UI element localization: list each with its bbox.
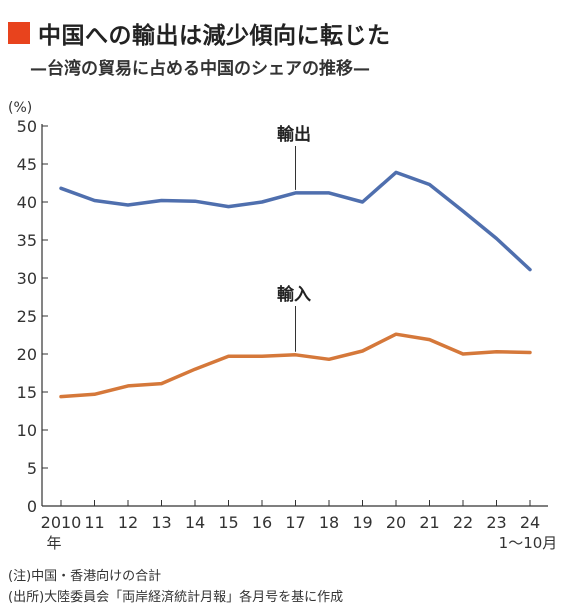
title-marker bbox=[8, 22, 30, 44]
y-axis-label: (%) bbox=[8, 100, 32, 116]
y-tick-label: 35 bbox=[17, 231, 37, 250]
x-tick-label: 14 bbox=[185, 513, 205, 532]
chart-title: 中国への輸出は減少傾向に転じた bbox=[38, 23, 391, 49]
y-tick-label: 25 bbox=[17, 307, 37, 326]
x-tick-label: 16 bbox=[252, 513, 272, 532]
title-row: 中国への輸出は減少傾向に転じた bbox=[8, 16, 391, 50]
y-tick-label: 0 bbox=[27, 497, 37, 516]
y-tick-label: 20 bbox=[17, 345, 37, 364]
x-tick-label: 11 bbox=[84, 513, 104, 532]
y-tick-label: 10 bbox=[17, 421, 37, 440]
chart-subtitle: —台湾の貿易に占める中国のシェアの推移— bbox=[30, 59, 370, 79]
x-sublabel-last: 1〜10月 bbox=[499, 534, 558, 552]
note-1: (注)中国・香港向けの合計 bbox=[8, 569, 162, 584]
x-tick-label: 21 bbox=[419, 513, 439, 532]
x-tick-label: 13 bbox=[151, 513, 171, 532]
x-tick-label: 20 bbox=[386, 513, 406, 532]
y-ticks: 0 5 10 15 20 25 30 35 40 45 50 bbox=[17, 117, 48, 516]
series-line-import bbox=[59, 332, 532, 399]
series-group bbox=[59, 170, 532, 399]
y-tick-label: 45 bbox=[17, 155, 37, 174]
x-tick-label: 15 bbox=[218, 513, 238, 532]
series-line-export bbox=[59, 170, 532, 272]
label-export: 輸出 bbox=[277, 124, 311, 145]
x-tick-label: 19 bbox=[352, 513, 372, 532]
x-tick-label: 23 bbox=[486, 513, 506, 532]
x-tick-label: 22 bbox=[453, 513, 473, 532]
note-2: (出所)大陸委員会「両岸経済統計月報」各月号を基に作成 bbox=[8, 590, 344, 605]
y-tick-label: 50 bbox=[17, 117, 37, 136]
y-tick-label: 30 bbox=[17, 269, 37, 288]
x-tick-label: 17 bbox=[285, 513, 305, 532]
y-tick-label: 40 bbox=[17, 193, 37, 212]
label-import: 輸入 bbox=[277, 284, 311, 305]
y-tick-label: 5 bbox=[27, 459, 37, 478]
x-ticks: 2010 11 12 13 14 15 16 17 18 19 20 21 22 23 24 年 1〜10月 bbox=[41, 500, 558, 552]
x-tick-label: 2010 bbox=[41, 513, 82, 532]
x-tick-label: 18 bbox=[319, 513, 339, 532]
x-tick-label: 12 bbox=[118, 513, 138, 532]
axes bbox=[41, 124, 548, 507]
x-sublabel-first: 年 bbox=[46, 534, 61, 552]
x-tick-label: 24 bbox=[520, 513, 540, 532]
y-tick-label: 15 bbox=[17, 383, 37, 402]
